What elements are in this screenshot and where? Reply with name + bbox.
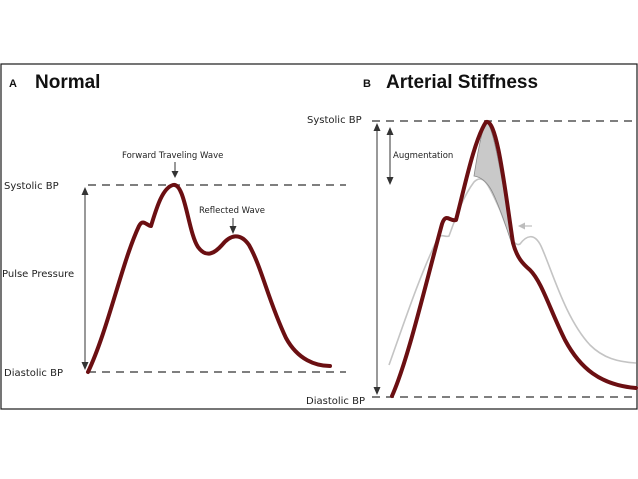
augmentation-label: Augmentation xyxy=(393,151,453,161)
panel-a-title: Normal xyxy=(35,72,100,93)
forward-wave-label: Forward Traveling Wave xyxy=(122,151,223,161)
stiffness-pressure-waveform xyxy=(390,120,638,398)
forward-wave-arrow-icon xyxy=(171,162,179,178)
panel-a-diastolic-label: Diastolic BP xyxy=(4,368,63,379)
pulse-pressure-arrow xyxy=(81,187,89,370)
panel-b-systolic-label: Systolic BP xyxy=(307,115,362,126)
normal-pressure-waveform xyxy=(86,183,332,374)
panel-b-diastolic-label: Diastolic BP xyxy=(306,396,365,407)
augmentation-arrow xyxy=(386,127,394,185)
panel-arterial-stiffness: B Arterial Stiffness Systolic BP Diastol… xyxy=(306,72,638,407)
panel-b-letter: B xyxy=(363,78,371,90)
panel-b-pulse-pressure-arrow xyxy=(373,123,381,395)
reflected-wave-label: Reflected Wave xyxy=(199,206,265,216)
figure-frame xyxy=(0,63,638,410)
panel-b-title: Arterial Stiffness xyxy=(386,72,538,93)
panel-a-systolic-label: Systolic BP xyxy=(4,181,59,192)
reflected-wave-shift-arrow-icon xyxy=(518,222,532,230)
reflected-wave-arrow-icon xyxy=(229,218,237,234)
panel-normal: A Normal Systolic BP Pulse Pressure Dias… xyxy=(2,72,346,379)
panel-a-pulse-pressure-label: Pulse Pressure xyxy=(2,269,74,280)
reference-waveform xyxy=(388,178,637,366)
panel-a-letter: A xyxy=(9,78,17,90)
